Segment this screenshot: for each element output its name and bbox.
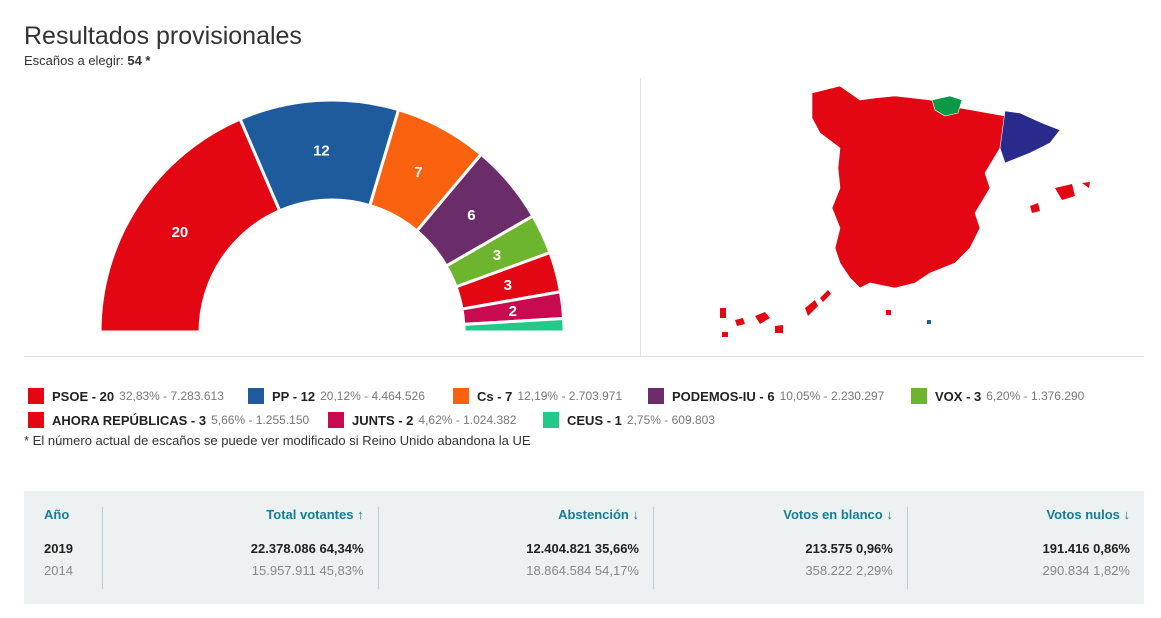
legend-party-label: PSOE - 20: [52, 388, 115, 404]
value-2019: 12.404.821 35,66%: [526, 541, 639, 556]
map-island-menorca: [1082, 182, 1090, 188]
legend-party-detail: 12,19% - 2.703.971: [517, 389, 623, 403]
abstencion-column: Abstención ↓ 12.404.821 35,66% 18.864.58…: [379, 507, 654, 589]
legend-item[interactable]: VOX - 3 6,20% - 1.376.290: [911, 388, 1111, 404]
value-2014: 290.834 1,82%: [1042, 563, 1130, 578]
seats-value: 54 *: [127, 53, 151, 68]
seat-count-label: 2: [509, 303, 517, 320]
legend-item[interactable]: AHORA REPÚBLICAS - 3 5,66% - 1.255.150: [28, 412, 328, 428]
legend-party-label: VOX - 3: [935, 388, 982, 404]
legend-item[interactable]: PODEMOS-IU - 6 10,05% - 2.230.297: [648, 388, 911, 404]
seat-count-label: 3: [493, 247, 501, 264]
sort-header[interactable]: Abstención ↓: [558, 507, 639, 522]
legend-swatch: [328, 412, 344, 428]
legend-party-detail: 6,20% - 1.376.290: [986, 389, 1085, 403]
legend-party-label: AHORA REPÚBLICAS - 3: [52, 412, 207, 428]
legend-party-detail: 2,75% - 609.803: [626, 413, 715, 427]
map-region-pp[interactable]: [999, 110, 1061, 164]
legend-swatch: [648, 388, 664, 404]
map-region-psoe[interactable]: [811, 85, 1006, 289]
legend-swatch: [248, 388, 264, 404]
turnout-table: Año 2019 2014 Total votantes ↑ 22.378.08…: [24, 491, 1144, 604]
legend-item[interactable]: CEUS - 1 2,75% - 609.803: [543, 412, 743, 428]
year-2014: 2014: [44, 563, 73, 578]
seat-count-label: 20: [172, 224, 189, 241]
seat-segment-ceus[interactable]: [462, 316, 566, 334]
legend-swatch: [28, 412, 44, 428]
legend-party-label: CEUS - 1: [567, 412, 622, 428]
seat-count-label: 12: [313, 142, 330, 159]
legend-party-detail: 20,12% - 4.464.526: [320, 389, 425, 403]
value-2014: 18.864.584 54,17%: [526, 563, 639, 578]
sort-header[interactable]: Total votantes ↑: [266, 507, 364, 522]
map-island-ibiza: [1030, 203, 1040, 213]
year-column: Año 2019 2014: [24, 507, 104, 589]
map-canarias: [720, 290, 831, 337]
legend-party-detail: 10,05% - 2.230.297: [779, 389, 885, 403]
value-2014: 15.957.911 45,83%: [251, 563, 364, 578]
legend-item[interactable]: Cs - 7 12,19% - 2.703.971: [453, 388, 648, 404]
year-2019: 2019: [44, 541, 73, 556]
legend-party-detail: 32,83% - 7.283.613: [119, 389, 224, 403]
seats-label: Escaños a elegir:: [24, 53, 124, 68]
value-2014: 358.222 2,29%: [805, 563, 893, 578]
seats-to-elect: Escaños a elegir: 54 *: [24, 53, 151, 68]
seat-segment-psoe[interactable]: [98, 117, 282, 334]
sort-header[interactable]: Votos nulos ↓: [1046, 507, 1130, 522]
map-region-ahora-republicas[interactable]: [931, 95, 963, 117]
value-2019: 213.575 0,96%: [805, 541, 893, 556]
legend-item[interactable]: JUNTS - 2 4,62% - 1.024.382: [328, 412, 543, 428]
legend-item[interactable]: PSOE - 20 32,83% - 7.283.613: [28, 388, 248, 404]
page-title: Resultados provisionales: [24, 22, 302, 50]
legend-party-detail: 5,66% - 1.255.150: [211, 413, 310, 427]
seat-count-label: 3: [504, 277, 512, 294]
sort-header[interactable]: Votos en blanco ↓: [783, 507, 893, 522]
legend-party-label: PODEMOS-IU - 6: [672, 388, 775, 404]
votos-nulos-column: Votos nulos ↓ 191.416 0,86% 290.834 1,82…: [908, 507, 1144, 589]
map-melilla: [927, 320, 931, 324]
legend: PSOE - 20 32,83% - 7.283.613 PP - 12 20,12%…: [28, 384, 1148, 432]
legend-swatch: [543, 412, 559, 428]
legend-swatch: [911, 388, 927, 404]
map-island-mallorca: [1055, 184, 1075, 200]
legend-swatch: [28, 388, 44, 404]
legend-item[interactable]: PP - 12 20,12% - 4.464.526: [248, 388, 453, 404]
legend-swatch: [453, 388, 469, 404]
spain-map: [720, 85, 1090, 337]
votos-blanco-column: Votos en blanco ↓ 213.575 0,96% 358.222 …: [654, 507, 908, 589]
column-header: Año: [44, 507, 70, 522]
seat-count-label: 7: [414, 164, 422, 181]
legend-party-detail: 4,62% - 1.024.382: [418, 413, 517, 427]
legend-party-label: JUNTS - 2: [352, 412, 414, 428]
legend-party-label: Cs - 7: [477, 388, 513, 404]
value-2019: 22.378.086 64,34%: [250, 541, 364, 556]
legend-party-label: PP - 12: [272, 388, 316, 404]
footnote: * El número actual de escaños se puede v…: [24, 433, 531, 448]
map-ceuta: [886, 310, 891, 315]
seat-count-label: 6: [467, 207, 475, 224]
total-votantes-column: Total votantes ↑ 22.378.086 64,34% 15.95…: [103, 507, 379, 589]
divider: [24, 356, 1144, 357]
divider: [640, 78, 641, 356]
hemicycle-chart: 20 12 7 6 33 2: [98, 98, 566, 334]
value-2019: 191.416 0,86%: [1042, 541, 1130, 556]
